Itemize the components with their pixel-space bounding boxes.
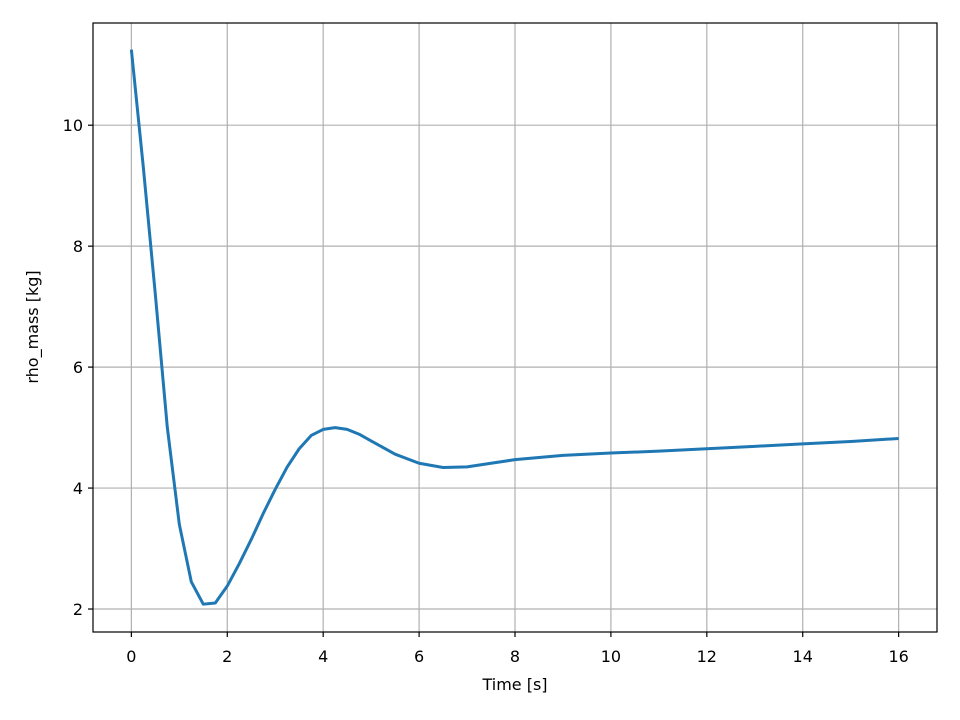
y-axis-label: rho_mass [kg] <box>23 270 43 383</box>
x-tick-label: 2 <box>222 647 232 666</box>
x-axis-label: Time [s] <box>481 675 547 694</box>
x-tick-label: 0 <box>126 647 136 666</box>
x-tick-label: 8 <box>510 647 520 666</box>
x-tick-label: 16 <box>888 647 908 666</box>
y-tick-label: 2 <box>73 600 83 619</box>
y-tick-label: 6 <box>73 358 83 377</box>
x-tick-label: 14 <box>793 647 813 666</box>
y-tick-label: 8 <box>73 237 83 256</box>
x-tick-label: 12 <box>697 647 717 666</box>
plot-area <box>129 49 899 606</box>
x-tick-label: 6 <box>414 647 424 666</box>
y-tick-label: 4 <box>73 479 83 498</box>
x-tick-label: 4 <box>318 647 328 666</box>
grid <box>93 23 937 632</box>
data-line <box>129 49 899 606</box>
x-tick-label: 10 <box>601 647 621 666</box>
y-tick-label: 10 <box>63 116 83 135</box>
